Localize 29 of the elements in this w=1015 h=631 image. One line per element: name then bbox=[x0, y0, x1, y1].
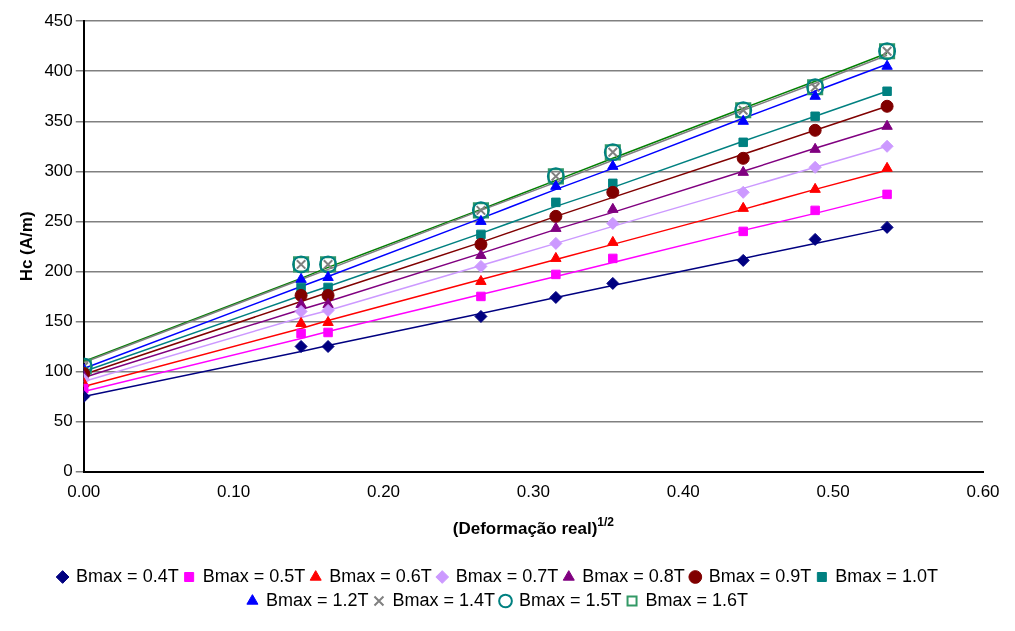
x-tick-label: 0.60 bbox=[966, 482, 1000, 502]
y-tick-label: 400 bbox=[44, 60, 73, 80]
x-tick-label: 0.30 bbox=[516, 482, 550, 502]
legend-label: Bmax = 1.5T bbox=[519, 589, 622, 610]
y-tick-label: 200 bbox=[44, 261, 73, 281]
y-tick-label: 350 bbox=[44, 110, 73, 130]
y-tick-label: 100 bbox=[44, 361, 73, 381]
y-tick-label: 50 bbox=[53, 411, 73, 431]
legend-label: Bmax = 1.4T bbox=[392, 589, 495, 610]
x-tick-label: 0.10 bbox=[217, 482, 251, 502]
legend-label: Bmax = 0.5T bbox=[202, 565, 306, 586]
y-tick-label: 150 bbox=[44, 311, 73, 331]
legend-label: Bmax = 0.7T bbox=[455, 565, 559, 586]
legend-label: Bmax = 1.2T bbox=[265, 589, 369, 610]
y-tick-label: 0 bbox=[63, 461, 73, 481]
legend-label: Bmax = 1.6T bbox=[645, 589, 749, 610]
x-tick-label: 0.00 bbox=[67, 482, 101, 502]
x-tick-label: 0.50 bbox=[816, 482, 850, 502]
legend-label: Bmax = 0.4T bbox=[76, 565, 179, 586]
y-tick-label: 450 bbox=[44, 10, 73, 30]
legend-label: Bmax = 0.9T bbox=[708, 565, 812, 586]
y-tick-label: 300 bbox=[44, 161, 73, 181]
y-tick-label: 250 bbox=[44, 211, 73, 231]
legend-label: Bmax = 0.8T bbox=[582, 565, 685, 586]
x-tick-label: 0.20 bbox=[366, 482, 401, 502]
legend-label: Bmax = 0.6T bbox=[329, 565, 432, 586]
x-tick-label: 0.40 bbox=[666, 482, 700, 502]
y-axis-title: Hc (A/m) bbox=[16, 211, 36, 282]
legend-label: Bmax = 1.0T bbox=[835, 565, 938, 586]
